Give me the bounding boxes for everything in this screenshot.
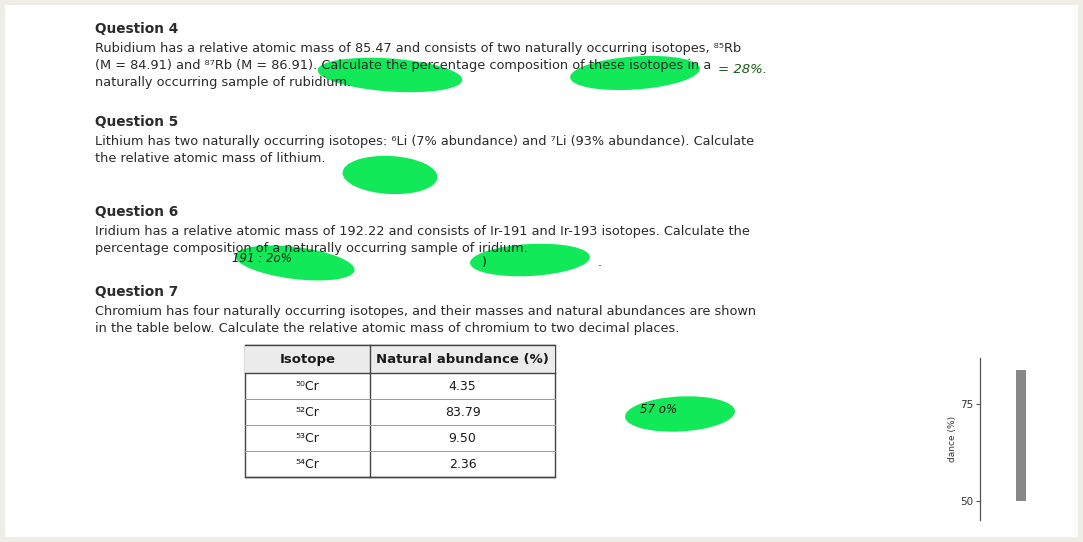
Text: (M = 84.91) and ⁸⁷Rb (M = 86.91). Calculate the percentage composition of these : (M = 84.91) and ⁸⁷Rb (M = 86.91). Calcul…	[95, 59, 712, 72]
Text: Question 6: Question 6	[95, 205, 179, 219]
Text: 57 o%: 57 o%	[640, 403, 677, 416]
Text: naturally occurring sample of rubidium.: naturally occurring sample of rubidium.	[95, 76, 351, 89]
Text: .: .	[598, 256, 602, 269]
Text: 4.35: 4.35	[448, 379, 477, 392]
Text: Question 5: Question 5	[95, 115, 179, 129]
Text: ): )	[482, 256, 487, 269]
Ellipse shape	[625, 396, 735, 432]
Text: Question 4: Question 4	[95, 22, 179, 36]
Bar	[245, 345, 554, 477]
Text: Lithium has two naturally occurring isotopes: ⁶Li (7% abundance) and ⁷Li (93% ab: Lithium has two naturally occurring isot…	[95, 135, 754, 148]
Text: ⁵²Cr: ⁵²Cr	[296, 405, 319, 418]
Text: percentage composition of a naturally occurring sample of iridium.: percentage composition of a naturally oc…	[95, 242, 527, 255]
Y-axis label: dance (%): dance (%)	[948, 416, 957, 462]
Text: Question 7: Question 7	[95, 285, 179, 299]
Text: Rubidium has a relative atomic mass of 85.47 and consists of two naturally occur: Rubidium has a relative atomic mass of 8…	[95, 42, 741, 55]
Text: ⁵⁰Cr: ⁵⁰Cr	[296, 379, 319, 392]
Text: ⁵³Cr: ⁵³Cr	[296, 431, 319, 444]
Text: = 28%.: = 28%.	[718, 63, 767, 76]
Text: Iridium has a relative atomic mass of 192.22 and consists of Ir-191 and Ir-193 i: Iridium has a relative atomic mass of 19…	[95, 225, 749, 238]
Ellipse shape	[317, 58, 462, 92]
Text: 83.79: 83.79	[445, 405, 481, 418]
Bar	[245, 345, 554, 373]
Text: the relative atomic mass of lithium.: the relative atomic mass of lithium.	[95, 152, 326, 165]
Text: ⁵⁴Cr: ⁵⁴Cr	[296, 457, 319, 470]
Bar	[1016, 370, 1026, 501]
Ellipse shape	[235, 246, 354, 280]
Text: Natural abundance (%): Natural abundance (%)	[376, 352, 549, 365]
Text: 9.50: 9.50	[448, 431, 477, 444]
Ellipse shape	[570, 56, 700, 90]
Ellipse shape	[470, 244, 590, 276]
Ellipse shape	[342, 156, 438, 194]
Text: 191 : 2o%: 191 : 2o%	[232, 252, 292, 265]
Text: Isotope: Isotope	[279, 352, 336, 365]
Text: Chromium has four naturally occurring isotopes, and their masses and natural abu: Chromium has four naturally occurring is…	[95, 305, 756, 318]
Text: 2.36: 2.36	[448, 457, 477, 470]
Text: in the table below. Calculate the relative atomic mass of chromium to two decima: in the table below. Calculate the relati…	[95, 322, 679, 335]
